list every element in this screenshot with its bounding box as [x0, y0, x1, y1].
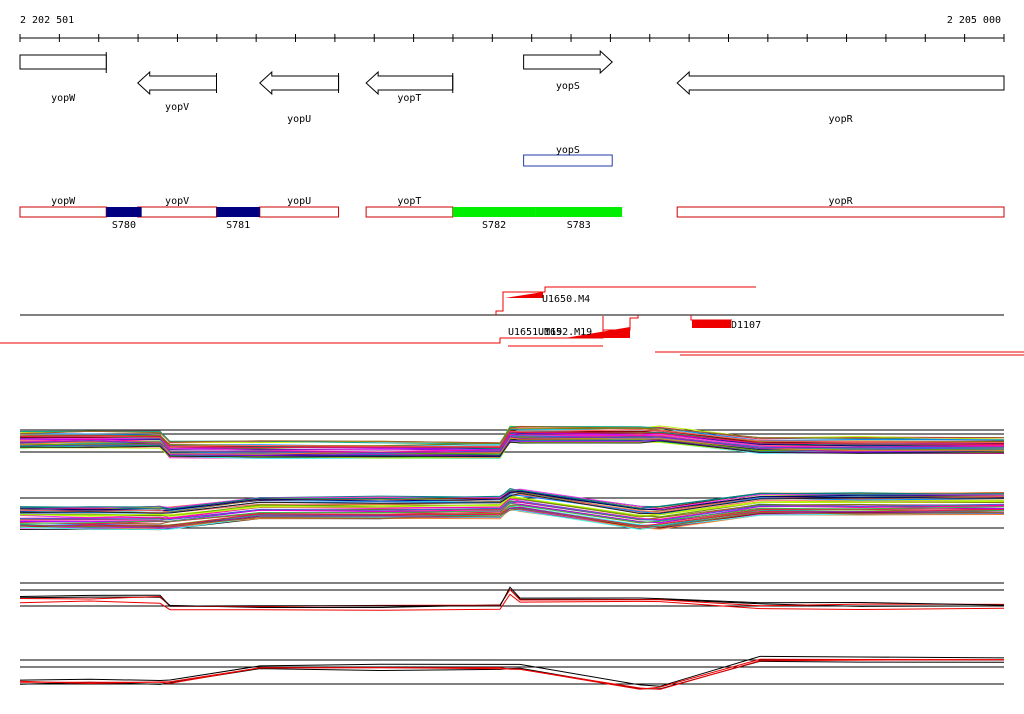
expression-panel-3 [19, 582, 1005, 611]
expression-panel-2 [19, 488, 1005, 531]
transcript-track: U1650.M4 U1651.M19 U1652.M19 D1107 [0, 286, 1024, 356]
segment-gene-yopR [676, 206, 1005, 218]
transcript-u1652-wedge [565, 327, 630, 338]
segment-label-yopT: yopT [397, 196, 421, 207]
expression-panel-1-trace [19, 440, 1005, 458]
ruler-ticks [19, 34, 1005, 42]
segment-block-label-S783: S783 [567, 220, 591, 231]
expression-panel-2-trace [19, 500, 1005, 522]
segment-label-yopR: yopR [829, 196, 854, 207]
coordinate-ruler: 2 202 501 2 205 000 [19, 15, 1005, 42]
segment-block-label-S781: S781 [226, 220, 250, 231]
segment-block-S781 [216, 207, 260, 217]
gene-label-yopT: yopT [397, 93, 421, 104]
expression-panel-2-trace [19, 492, 1005, 515]
feature-box-yopS [523, 154, 613, 167]
transcript-u1650-wedge [505, 292, 543, 298]
transcript-d1107-label: D1107 [731, 320, 761, 331]
expression-panel-4-trace [19, 655, 1005, 687]
transcript-u1650-trace [495, 286, 756, 315]
gene-arrow-yopS [523, 49, 613, 75]
expression-panel-2-trace [19, 489, 1005, 510]
expression-panel-4-trace [19, 660, 1005, 690]
gene-arrow-yopW [19, 54, 107, 70]
transcript-u1652-label: U1652.M19 [538, 327, 592, 338]
transcript-d1107[interactable]: D1107 [655, 315, 1024, 356]
expression-panel-4-trace [19, 658, 1005, 690]
expression-panel-1-trace [19, 431, 1005, 449]
transcript-u1650-label: U1650.M4 [542, 294, 590, 305]
segment-label-yopV: yopV [165, 196, 189, 207]
gene-arrow-yopR [676, 70, 1005, 96]
transcript-u1651-label: U1651.M19 [508, 327, 562, 338]
expression-panel-1 [19, 425, 1005, 460]
segment-track: yopW yopV yopU yopT yopR S780 S781 S782 S783 [19, 196, 1005, 231]
segment-label-yopU: yopU [287, 196, 311, 207]
gene-label-yopS: yopS [556, 81, 580, 92]
expression-panel-4 [19, 655, 1005, 690]
gene-arrow-yopU [259, 70, 340, 96]
segment-block-label-S780: S780 [112, 220, 136, 231]
gene-arrow-yopT [365, 70, 454, 96]
gene-label-yopV: yopV [165, 102, 189, 113]
segment-gene-yopW [19, 206, 107, 218]
gene-arrow-yopV [136, 70, 217, 96]
segment-gene-yopV [137, 206, 217, 218]
segment-label-yopW: yopW [51, 196, 76, 207]
ruler-start-label: 2 202 501 [20, 15, 74, 26]
expression-panel-2-trace [19, 488, 1005, 510]
expression-panel-3-trace [19, 586, 1005, 607]
segment-gene-yopT [365, 206, 454, 218]
expression-panel-2-trace [19, 496, 1005, 517]
expression-panel-3-trace [19, 593, 1005, 611]
segment-gene-yopU [259, 206, 340, 218]
feature-label-yopS: yopS [556, 145, 580, 156]
gene-arrow-track: yopW yopV yopU yopT yopS yopR [19, 49, 1005, 125]
gene-label-yopR: yopR [829, 114, 854, 125]
transcript-d1107-trace [690, 315, 732, 321]
segment-block-S780 [106, 207, 142, 217]
expression-panel-1-trace [19, 436, 1005, 454]
ruler-end-label: 2 205 000 [947, 15, 1001, 26]
transcript-d1107-block [692, 320, 731, 328]
feature-track: yopS [523, 145, 613, 167]
expression-panel-2-trace [19, 508, 1005, 528]
transcript-u1651-u1652[interactable]: U1651.M19 U1652.M19 [0, 315, 639, 347]
expression-panel-2-trace [19, 502, 1005, 524]
gene-label-yopU: yopU [287, 114, 311, 125]
segment-block-S782 [452, 207, 536, 217]
gene-label-yopW: yopW [51, 93, 76, 104]
segment-block-S783 [535, 207, 623, 217]
segment-block-label-S782: S782 [482, 220, 506, 231]
transcript-u1650-m4[interactable]: U1650.M4 [495, 286, 756, 315]
